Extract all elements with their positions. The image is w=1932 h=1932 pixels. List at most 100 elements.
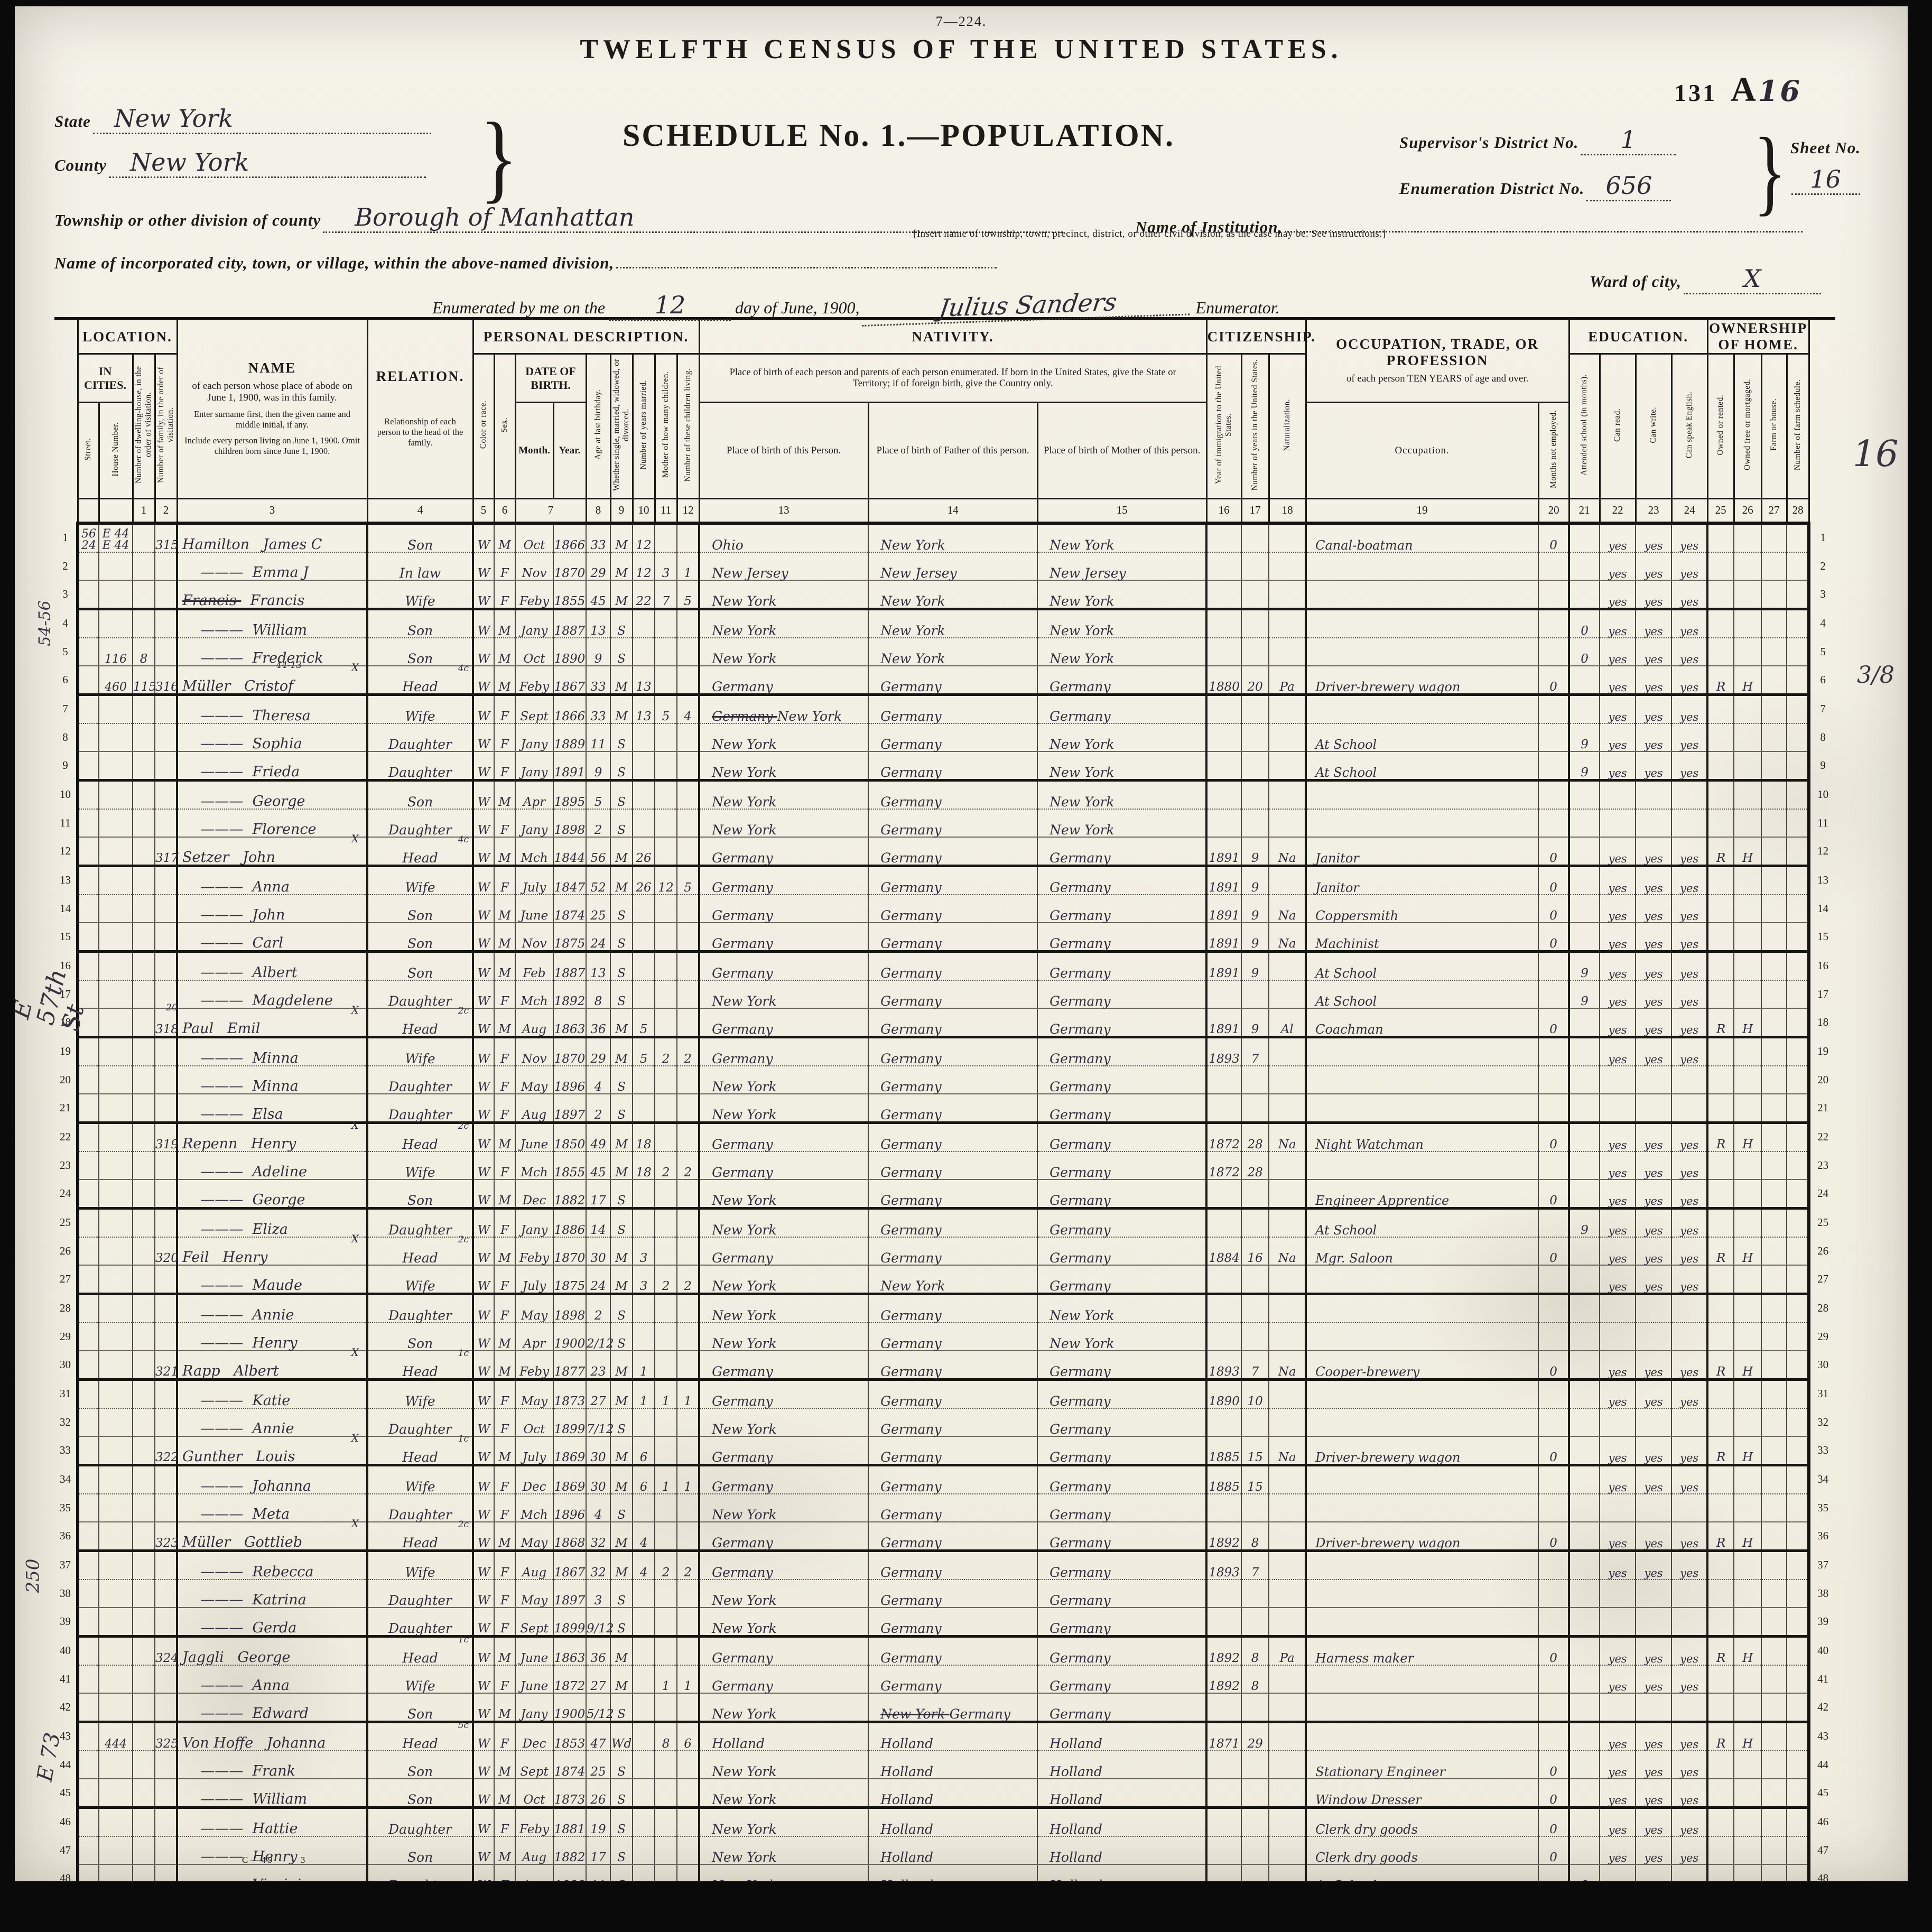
cell-owned-or-rented xyxy=(1706,694,1735,724)
cell-color: W xyxy=(472,980,495,1009)
cell-mother-of xyxy=(654,1807,678,1837)
cell-age: 2 xyxy=(586,1294,611,1323)
cell-owned-free xyxy=(1733,1693,1762,1723)
cell-age: 27 xyxy=(586,1665,611,1694)
cell-naturalization xyxy=(1268,1778,1307,1809)
cell-pob-person: Germany xyxy=(698,665,869,696)
cell-can-speak-english: yes xyxy=(1671,552,1708,581)
cell-sex: F xyxy=(494,552,516,581)
cell-years-married xyxy=(632,922,656,953)
cell-relation: Son xyxy=(366,1179,474,1210)
cell-mother-of xyxy=(654,723,678,752)
cell-children-living: 1 xyxy=(676,552,700,581)
cell-family-number xyxy=(154,609,178,638)
cell-naturalization xyxy=(1268,580,1307,610)
cell-owned-or-rented xyxy=(1706,809,1735,838)
cell-months-not-employed xyxy=(1538,1465,1570,1494)
cell-farm-schedule xyxy=(1786,1836,1811,1865)
cell-pob-mother: Germany xyxy=(1037,866,1208,895)
cell-dwelling-number xyxy=(132,1665,155,1694)
table-row: 16 ——— Albert Son W M Feb 1887 13 S Germ… xyxy=(54,951,1835,981)
cell-house-number xyxy=(98,552,133,581)
cell-street xyxy=(76,1294,99,1323)
cell-dwelling-number xyxy=(132,1093,155,1124)
cell-birth-year: 1900 xyxy=(553,1693,587,1723)
cell-age: 30 xyxy=(586,1237,611,1266)
cell-marital-status: S xyxy=(610,1179,634,1210)
cell-relation: Head 1c xyxy=(366,1635,474,1666)
cell-farm-schedule xyxy=(1786,694,1811,724)
cell-farm-schedule xyxy=(1786,1093,1811,1124)
cell-farm-or-house xyxy=(1761,1722,1788,1751)
cell-can-read: yes xyxy=(1599,694,1637,724)
cell-owned-or-rented xyxy=(1706,523,1735,553)
cell-years-in-us: 10 xyxy=(1241,1379,1270,1409)
cell-birth-month: Dec xyxy=(515,1722,554,1751)
cell-farm-or-house xyxy=(1761,1008,1788,1038)
cell-pob-father: New Jersey xyxy=(868,552,1038,581)
cell-can-write: yes xyxy=(1635,837,1673,867)
cell-years-married xyxy=(632,1579,656,1608)
cell-years-in-us: 9 xyxy=(1241,866,1270,895)
cell-line-number-left: 7 xyxy=(62,702,68,715)
cell-line-number-right: 7 xyxy=(1820,702,1826,715)
cell-pob-mother: Germany xyxy=(1037,1579,1208,1608)
cell-relation: Daughter xyxy=(366,1493,474,1522)
cell-line-number-left: 34 xyxy=(60,1472,71,1485)
cell-mother-of xyxy=(654,1208,678,1238)
cell-attended-school xyxy=(1568,1151,1601,1180)
cell-can-read: yes xyxy=(1599,1237,1637,1266)
cell-occupation: At School xyxy=(1305,751,1539,782)
cell-line-number-right: 39 xyxy=(1817,1615,1829,1628)
cell-family-number: 323 xyxy=(154,1521,179,1552)
cell-street xyxy=(76,1408,99,1437)
cell-can-write: yes xyxy=(1635,1807,1673,1837)
cell-dwelling-number xyxy=(132,723,155,752)
cell-farm-or-house xyxy=(1761,1665,1788,1694)
cell-marital-status: S xyxy=(610,1322,634,1351)
cell-can-speak-english: yes xyxy=(1671,1465,1708,1494)
col-age: Age at last birthday. xyxy=(585,353,611,499)
col-immigration-year: Year of immigration to the United States… xyxy=(1205,353,1242,499)
cell-pob-mother: Germany xyxy=(1037,1665,1208,1694)
cell-sex: F xyxy=(494,1208,516,1238)
cell-marital-status: S xyxy=(610,922,634,953)
cell-color: W xyxy=(472,637,495,666)
cell-occupation: Stationary Engineer xyxy=(1305,1750,1539,1779)
cell-immigration-year: 1890 xyxy=(1205,1379,1242,1409)
cell-pob-mother: Germany xyxy=(1037,1151,1208,1180)
cell-attended-school xyxy=(1568,1350,1601,1381)
cell-age: 32 xyxy=(586,1521,611,1552)
cell-line-number-right: 25 xyxy=(1817,1215,1829,1229)
cell-owned-or-rented xyxy=(1706,951,1735,981)
cell-immigration-year: 1885 xyxy=(1205,1465,1242,1494)
cell-can-write: yes xyxy=(1635,894,1673,923)
cell-can-write: yes xyxy=(1635,637,1673,666)
cell-sex: F xyxy=(494,1294,516,1323)
cell-house-number xyxy=(98,1151,133,1180)
cell-street xyxy=(76,780,99,810)
cell-house-number xyxy=(98,580,133,610)
cell-name: Hamilton James C xyxy=(176,523,368,553)
cell-line-number-right: 34 xyxy=(1817,1472,1829,1485)
cell-mother-of xyxy=(654,1065,678,1094)
cell-family-number: 322 xyxy=(154,1436,179,1466)
cell-pob-father: New York Germany xyxy=(868,1693,1038,1723)
cell-birth-year: 1874 xyxy=(553,1750,587,1779)
cell-years-in-us: 8 xyxy=(1241,1636,1270,1666)
cell-street xyxy=(76,922,99,953)
cell-name: ——— Katie xyxy=(176,1379,368,1409)
cell-children-living xyxy=(676,1636,700,1666)
cell-dwelling-number xyxy=(132,894,155,923)
cell-birth-month: June xyxy=(515,1636,554,1666)
cell-house-number xyxy=(98,809,133,838)
cell-children-living xyxy=(676,1408,700,1437)
cell-mother-of xyxy=(654,1008,678,1038)
table-row: 24 ——— George Son W M Dec 1882 17 S New … xyxy=(54,1179,1835,1210)
cell-months-not-employed: 0 xyxy=(1538,1008,1570,1038)
cell-dwelling-number xyxy=(132,780,155,810)
cell-mother-of xyxy=(654,609,678,638)
cell-attended-school xyxy=(1568,780,1601,810)
cell-name: ——— Virginia xyxy=(176,1864,368,1881)
cell-dwelling-number xyxy=(132,809,155,838)
